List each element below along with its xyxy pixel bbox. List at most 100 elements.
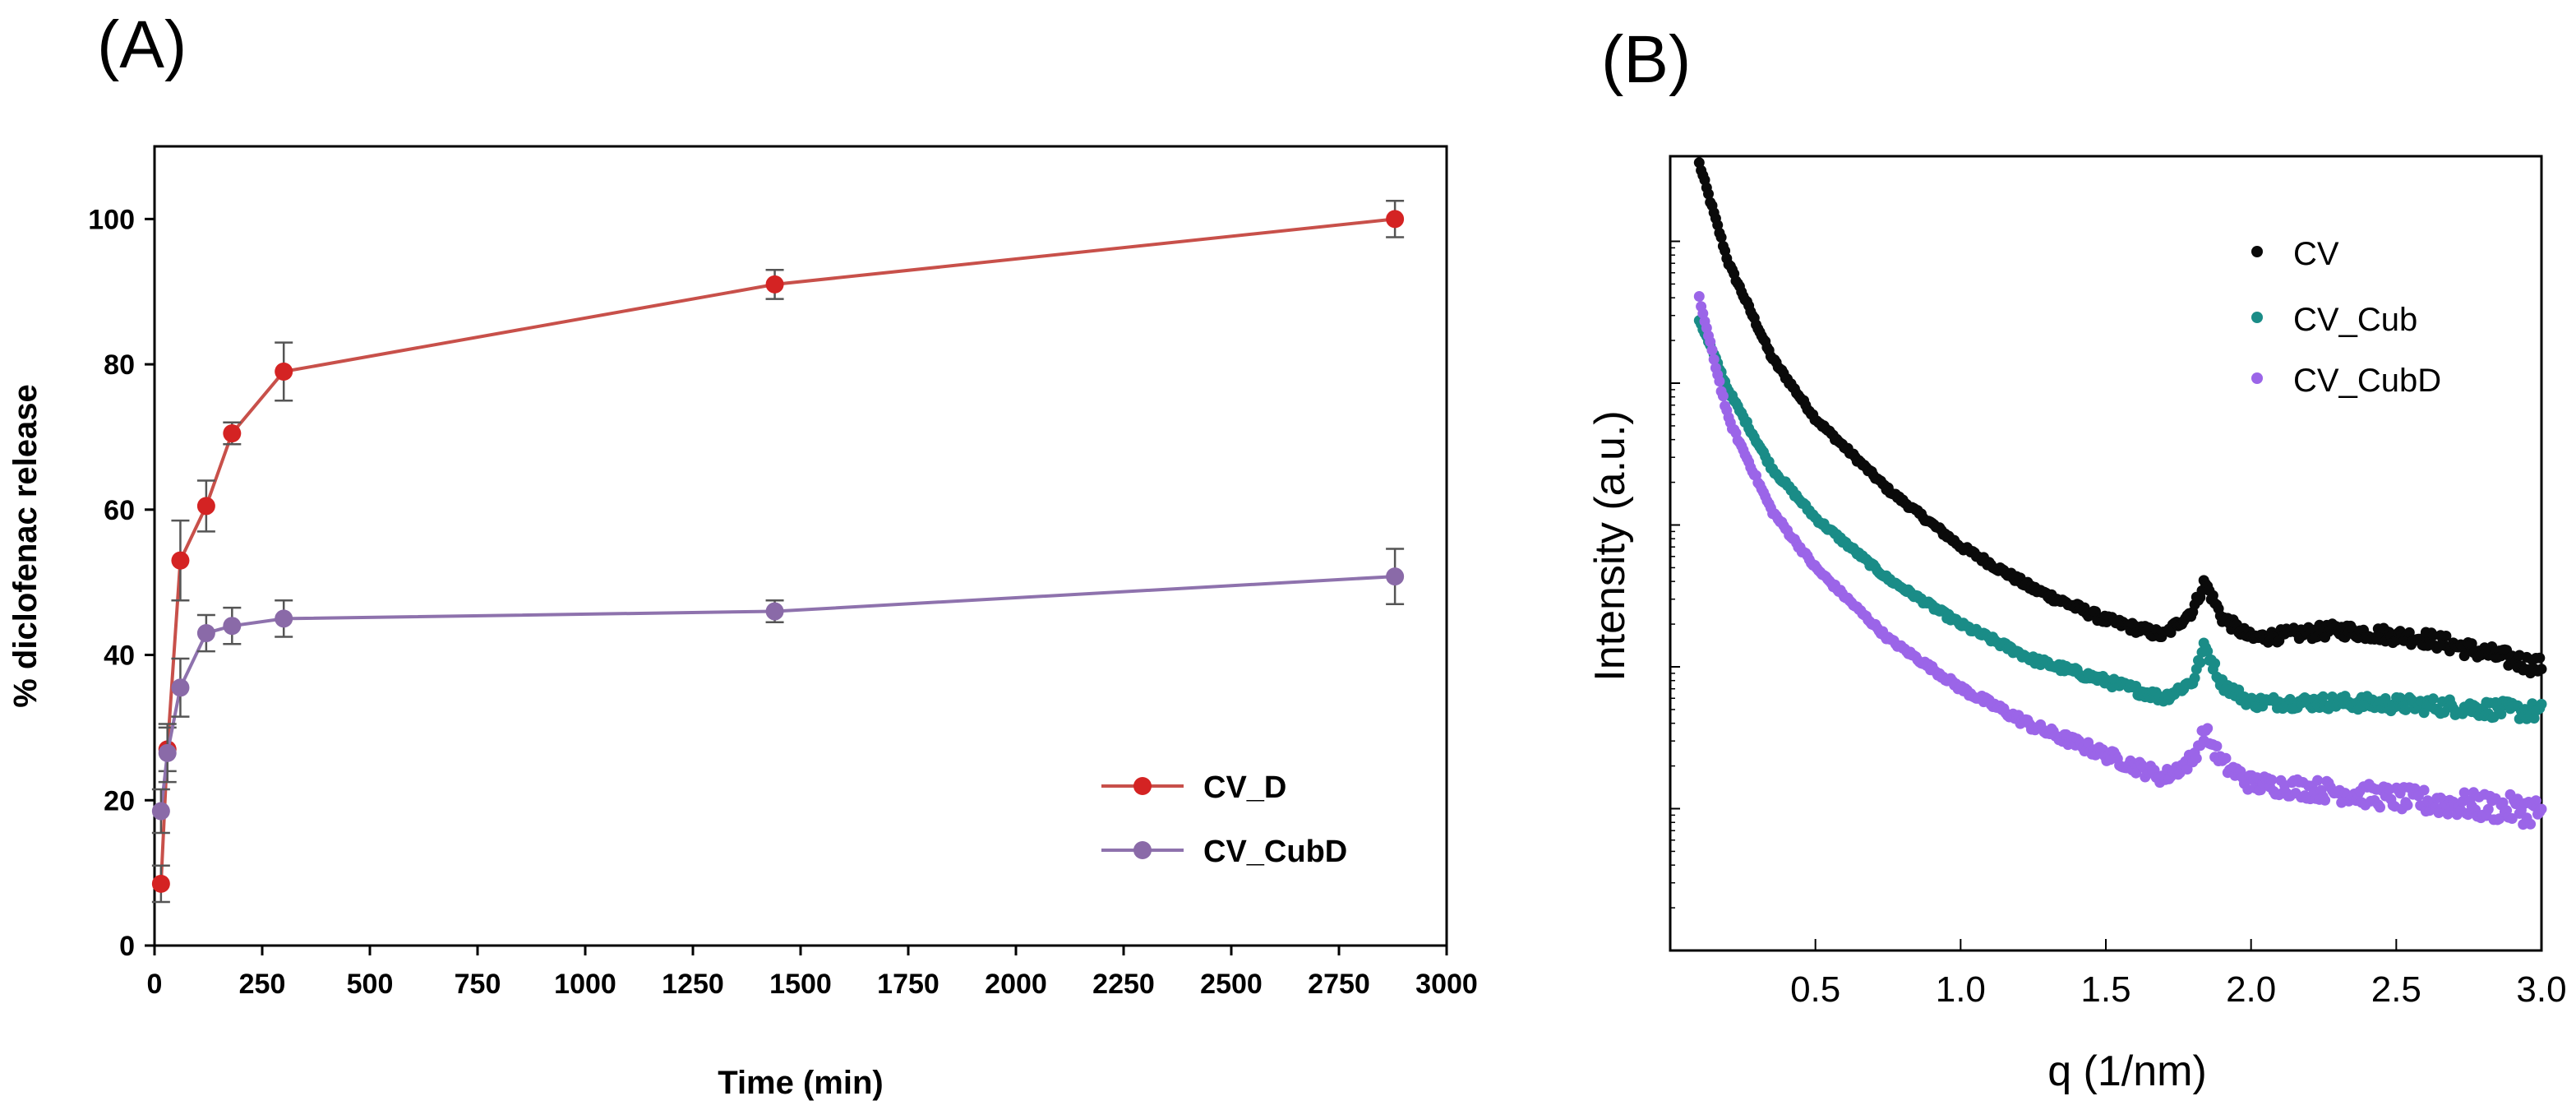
data-point-cv-d bbox=[223, 424, 242, 443]
panel-b-saxs-chart: (B) 0.5 1.0 1.5 2.0 2.5 3.0 q (1/nm) Intensit… bbox=[1586, 22, 2567, 1095]
data-point-cv-cub bbox=[2418, 707, 2430, 719]
data-point-cv-cubd bbox=[196, 624, 215, 643]
series-line-cv-d bbox=[159, 217, 1396, 884]
legend-label-cv-cubd: CV_CubD bbox=[1203, 835, 1347, 869]
x-tick-label: 750 bbox=[455, 969, 501, 1000]
data-point-cv-cub bbox=[2427, 693, 2439, 705]
data-point-cv-cubd bbox=[2530, 795, 2541, 807]
data-point-cv-cubd bbox=[2482, 803, 2494, 815]
legend-label-cv: CV bbox=[2293, 236, 2339, 272]
data-point-cv-cub bbox=[2209, 658, 2221, 669]
data-point-cv-cubd bbox=[1705, 336, 1716, 348]
y-tick-label: 100 bbox=[88, 204, 135, 235]
data-point-cv-cub bbox=[2202, 645, 2214, 657]
data-point-cv-cubd bbox=[2458, 787, 2470, 798]
data-point-cv-cubd bbox=[2525, 818, 2537, 830]
x-tick-label: 2750 bbox=[1308, 969, 1370, 1000]
legend-marker-cv-cub bbox=[2251, 312, 2263, 323]
data-point-cv-cubd bbox=[275, 609, 293, 628]
legend-label-cv-cub: CV_Cub bbox=[2293, 302, 2417, 338]
y-tick-label: 60 bbox=[104, 495, 135, 526]
data-point-cv-d bbox=[196, 497, 215, 516]
panel-a-x-axis-title: Time (min) bbox=[718, 1065, 884, 1101]
y-tick-label: 20 bbox=[104, 785, 135, 816]
x-tick-label: 2000 bbox=[985, 969, 1047, 1000]
data-point-cv bbox=[2440, 631, 2452, 641]
legend-marker-cv-cubd bbox=[2251, 372, 2263, 384]
data-point-cv-cubd bbox=[2312, 775, 2324, 786]
y-tick-label: 80 bbox=[104, 349, 135, 381]
data-point-cv bbox=[2165, 627, 2177, 638]
panel-a-y-axis-title: % diclofenac release bbox=[7, 384, 44, 708]
panel-b-x-axis-title: q (1/nm) bbox=[2047, 1048, 2207, 1095]
x-tick-label: 2500 bbox=[1200, 969, 1263, 1000]
data-point-cv-cubd bbox=[2402, 799, 2413, 811]
data-point-cv-d bbox=[765, 275, 784, 294]
data-point-cv-cubd bbox=[2220, 752, 2232, 764]
data-point-cv-cubd bbox=[171, 678, 190, 697]
x-tick-label: 1.0 bbox=[1936, 969, 1986, 1010]
data-point-cv-d bbox=[171, 551, 190, 570]
panel-a-plot-frame bbox=[153, 145, 1448, 947]
data-point-cv-d bbox=[151, 874, 170, 893]
data-point-cv-cubd bbox=[1706, 345, 1718, 356]
data-point-cv-cubd bbox=[158, 743, 177, 762]
x-tick-label: 1250 bbox=[662, 969, 724, 1000]
data-point-cv-cubd bbox=[223, 617, 242, 636]
data-point-cv-d bbox=[275, 362, 293, 381]
y-tick-label: 0 bbox=[119, 931, 135, 962]
data-point-cv-cub bbox=[2536, 698, 2547, 710]
x-tick-label: 250 bbox=[239, 969, 286, 1000]
x-tick-label: 0.5 bbox=[1790, 969, 1840, 1010]
x-tick-label: 1500 bbox=[769, 969, 832, 1000]
data-point-cv-cub bbox=[2284, 694, 2296, 705]
x-tick-label: 3.0 bbox=[2516, 969, 2566, 1010]
data-point-cv-cubd bbox=[1708, 354, 1720, 365]
series-line-cv-cubd bbox=[159, 575, 1396, 812]
x-tick-label: 2250 bbox=[1092, 969, 1155, 1000]
data-point-cv-cub bbox=[2195, 657, 2206, 668]
x-tick-label: 2.5 bbox=[2371, 969, 2421, 1010]
series-points-cv-cubd bbox=[1693, 291, 2547, 830]
data-point-cv-cub bbox=[2495, 709, 2507, 719]
data-point-cv bbox=[2536, 664, 2547, 675]
data-point-cv-cubd bbox=[1386, 567, 1405, 586]
x-tick-label: 3000 bbox=[1415, 969, 1478, 1000]
panel-a-label: (A) bbox=[97, 7, 187, 82]
data-point-cv-cubd bbox=[2083, 737, 2094, 748]
panel-b-legend: CV CV_Cub CV_CubD bbox=[2251, 236, 2441, 399]
data-point-cv-cubd bbox=[765, 602, 784, 621]
x-tick-label: 1000 bbox=[554, 969, 616, 1000]
data-point-cv bbox=[1715, 232, 1727, 243]
x-tick-label: 1.5 bbox=[2080, 969, 2131, 1010]
data-point-cv-cub bbox=[2189, 673, 2200, 684]
data-point-cv-cubd bbox=[2418, 784, 2430, 796]
data-point-cv-cubd bbox=[2191, 752, 2202, 764]
data-point-cv-cubd bbox=[2211, 741, 2223, 752]
x-tick-label: 1750 bbox=[877, 969, 939, 1000]
legend-label-cv-d: CV_D bbox=[1203, 770, 1286, 805]
data-point-cv-cubd bbox=[1717, 391, 1729, 402]
series-points-cv bbox=[1693, 157, 2547, 679]
x-tick-label: 500 bbox=[347, 969, 394, 1000]
panel-a-legend: CV_D CV_CubD bbox=[1101, 770, 1347, 869]
data-point-cv-cubd bbox=[1714, 376, 1725, 387]
panel-b-y-axis-title: Intensity (a.u.) bbox=[1586, 410, 1634, 681]
series-points-cv-cub bbox=[1693, 315, 2547, 724]
data-point-cv-cubd bbox=[2536, 803, 2547, 815]
x-tick-label: 0 bbox=[147, 969, 163, 1000]
panel-b-label: (B) bbox=[1601, 22, 1691, 97]
data-point-cv-cubd bbox=[151, 802, 170, 821]
y-tick-label: 40 bbox=[104, 641, 135, 672]
x-tick-label: 2.0 bbox=[2226, 969, 2276, 1010]
data-point-cv-cubd bbox=[2202, 723, 2214, 734]
legend-marker-cv bbox=[2251, 246, 2263, 257]
data-point-cv-cub bbox=[2380, 693, 2391, 704]
data-point-cv-cubd bbox=[1697, 308, 1709, 319]
legend-marker-cv-cubd bbox=[1133, 841, 1152, 859]
data-point-cv bbox=[2458, 650, 2470, 662]
legend-label-cv-cubd-b: CV_CubD bbox=[2293, 363, 2441, 399]
data-point-cv-cub bbox=[2400, 704, 2412, 715]
data-point-cv-cubd bbox=[2375, 802, 2385, 813]
